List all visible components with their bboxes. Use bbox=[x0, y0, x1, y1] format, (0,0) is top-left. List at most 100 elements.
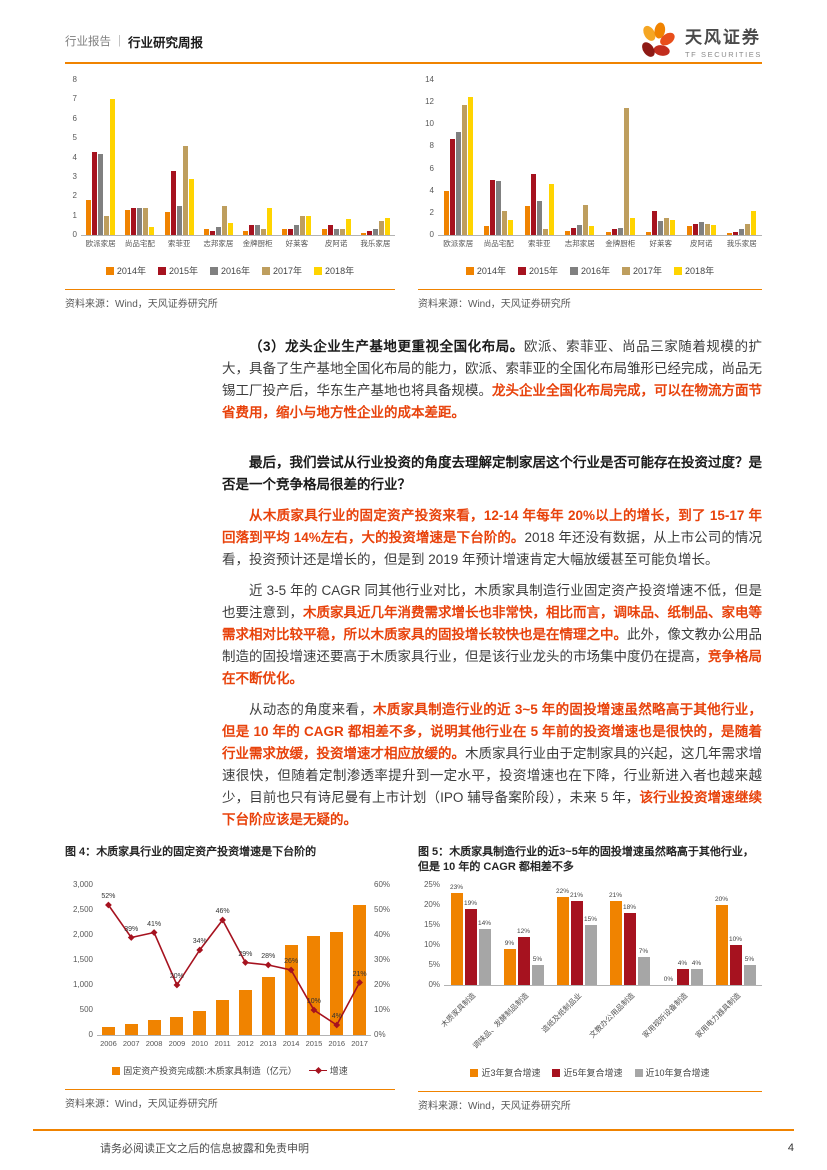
text-segment: 近 3-5 年的 CAGR 同其他行业对比，木质家具制造行业固定资产投资增速不低… bbox=[222, 583, 762, 620]
bar bbox=[176, 206, 182, 235]
x-axis-label: 2011 bbox=[214, 1039, 231, 1048]
bar bbox=[517, 937, 530, 985]
legend-label: 近3年复合增速 bbox=[481, 1068, 541, 1078]
legend-item: 近10年复合增速 bbox=[634, 1066, 710, 1079]
bar-value-label: 5% bbox=[744, 956, 755, 963]
bar bbox=[137, 208, 143, 235]
bar bbox=[496, 181, 502, 235]
chart-legend: 2014年 2015年 2016年 2017年 2018年 bbox=[418, 264, 762, 277]
chart-legend: 近3年复合增速 近5年复合增速 近10年复合增速 bbox=[418, 1066, 762, 1079]
bar bbox=[733, 232, 739, 235]
bar bbox=[565, 231, 571, 235]
figure-title: 木质家具行业的固定资产投资增速是下台阶的 bbox=[96, 846, 317, 858]
figure-block-top-left: 0 1 2 3 4 5 6 7 8 欧派家居 尚品宅配 索菲亚 志邦家居 金牌厨柜 好莱客 皮阿诺 我乐家居 2… bbox=[65, 75, 395, 310]
y-axis-tick: 40% bbox=[374, 930, 391, 939]
bar bbox=[637, 957, 650, 985]
doc-type-label: 行业报告 bbox=[65, 36, 111, 48]
bar bbox=[490, 180, 496, 235]
legend-label: 2017年 bbox=[633, 266, 663, 276]
text-segment: 2018 年还没有数据，从上市公司的情况看，投资预计还是增长的，但是到 2019… bbox=[222, 530, 762, 567]
y-axis-tick: 0 bbox=[88, 1030, 93, 1039]
x-axis-label: 2010 bbox=[191, 1039, 209, 1048]
capex-bar-chart-left: 0 1 2 3 4 5 6 7 8 欧派家居 尚品宅配 索菲亚 志邦家居 金牌厨柜 好莱客 皮阿诺 我乐家居 bbox=[65, 75, 395, 249]
bar bbox=[149, 227, 155, 235]
bar bbox=[739, 229, 745, 235]
bar bbox=[449, 139, 455, 235]
report-type-label: 行业研究周报 bbox=[128, 35, 204, 50]
text-segment: 从木质家具行业的固定资产投资来看，12-14 年每年 20%以上的增长，到了 1… bbox=[222, 508, 762, 545]
legend-swatch bbox=[674, 266, 683, 275]
figure-block-top-right: 0 2 4 6 8 10 12 14 欧派家居 尚品宅配 索菲亚 志邦家居 金牌厨柜 好莱客 皮阿诺 我乐家居… bbox=[418, 75, 762, 310]
bar-value-label: 23% bbox=[449, 884, 463, 891]
line-value-label: 28% bbox=[261, 953, 276, 960]
bar bbox=[366, 231, 372, 235]
legend-label: 2016年 bbox=[580, 266, 611, 276]
legend-item: 2017年 bbox=[262, 264, 302, 277]
y-axis-tick: 0 bbox=[429, 230, 434, 239]
y-axis-tick: 5% bbox=[428, 960, 440, 969]
bar bbox=[676, 969, 689, 985]
bar bbox=[617, 228, 623, 235]
figure-number: 图 5： bbox=[418, 846, 450, 858]
bar bbox=[455, 132, 461, 235]
bar bbox=[605, 232, 611, 235]
x-axis-label: 2015 bbox=[305, 1039, 323, 1048]
bar bbox=[611, 229, 617, 235]
bar bbox=[306, 216, 312, 235]
bar bbox=[508, 220, 514, 235]
line-marker bbox=[333, 1021, 341, 1029]
body-text: （3）龙头企业生产基地更重视全国化布局。欧派、索菲亚、尚品三家随着规模的扩大，具… bbox=[222, 336, 762, 831]
bar bbox=[609, 901, 622, 985]
bar bbox=[577, 225, 583, 235]
line-marker bbox=[287, 966, 295, 974]
bar bbox=[729, 945, 742, 985]
bar bbox=[584, 925, 597, 985]
legend-line-marker bbox=[308, 1066, 327, 1075]
bar-value-label: 5% bbox=[532, 956, 543, 963]
bar bbox=[658, 221, 664, 235]
y-axis-tick: 8 bbox=[429, 141, 434, 151]
paragraph: 最后，我们尝试从行业投资的角度去理解定制家居这个行业是否可能存在投资过度？是否是… bbox=[222, 452, 762, 496]
bar bbox=[686, 226, 692, 235]
y-axis-tick: 1 bbox=[72, 210, 77, 220]
x-axis-label: 2012 bbox=[237, 1039, 254, 1048]
x-axis-label: 尚品宅配 bbox=[124, 239, 155, 248]
page-footer: 请务必阅读正文之后的信息披露和免责申明 4 bbox=[33, 1129, 794, 1156]
bar bbox=[300, 216, 306, 235]
text-segment: 欧派、索菲亚、尚品三家随着规模的扩大，具备了生产基地全国化布局的能力，欧派、索菲… bbox=[222, 339, 763, 398]
x-axis-line bbox=[444, 985, 762, 986]
x-axis-label: 欧派家居 bbox=[443, 239, 474, 248]
bar bbox=[502, 211, 508, 235]
text-segment: 最后，我们尝试从行业投资的角度去理解定制家居这个行业是否可能存在投资过度？是否是… bbox=[222, 455, 762, 492]
legend-label: 2014年 bbox=[116, 266, 146, 276]
bar bbox=[164, 212, 170, 235]
text-segment: （3）龙头企业生产基地更重视全国化布局。 bbox=[249, 339, 524, 354]
bar bbox=[503, 949, 516, 985]
text-segment: 从动态的角度来看， bbox=[249, 702, 374, 717]
y-axis-tick: 5 bbox=[72, 133, 77, 143]
x-axis-label: 金牌厨柜 bbox=[605, 239, 636, 248]
chart-legend: 2014年 2015年 2016年 2017年 2018年 bbox=[65, 264, 395, 277]
paragraph: 从木质家具行业的固定资产投资来看，12-14 年每年 20%以上的增长，到了 1… bbox=[222, 505, 762, 571]
bar bbox=[98, 154, 104, 235]
legend-swatch bbox=[569, 266, 578, 275]
bar bbox=[282, 229, 288, 235]
bar bbox=[646, 232, 652, 235]
legend-swatch bbox=[622, 266, 631, 275]
legend-item: 2017年 bbox=[622, 264, 662, 277]
y-axis-tick: 0% bbox=[428, 980, 440, 989]
legend-swatch bbox=[314, 266, 323, 275]
legend-item: 近5年复合增速 bbox=[552, 1066, 623, 1079]
bar bbox=[745, 224, 751, 235]
bar bbox=[464, 909, 477, 985]
x-axis-line bbox=[81, 235, 395, 236]
legend-label: 近10年复合增速 bbox=[645, 1068, 710, 1078]
fixed-asset-investment-combo-chart: 0 500 1,000 1,500 2,000 2,500 3,000 0% 10% 20% 30%… bbox=[65, 880, 395, 1049]
figure-rule bbox=[65, 1089, 395, 1090]
bar bbox=[104, 216, 110, 235]
x-axis-label: 志邦家居 bbox=[564, 239, 595, 248]
source-note: 资料来源：Wind，天风证券研究所 bbox=[418, 1101, 571, 1112]
y-axis-tick: 4 bbox=[429, 185, 434, 195]
line-value-label: 29% bbox=[238, 950, 253, 958]
legend-label: 2016年 bbox=[220, 266, 251, 276]
